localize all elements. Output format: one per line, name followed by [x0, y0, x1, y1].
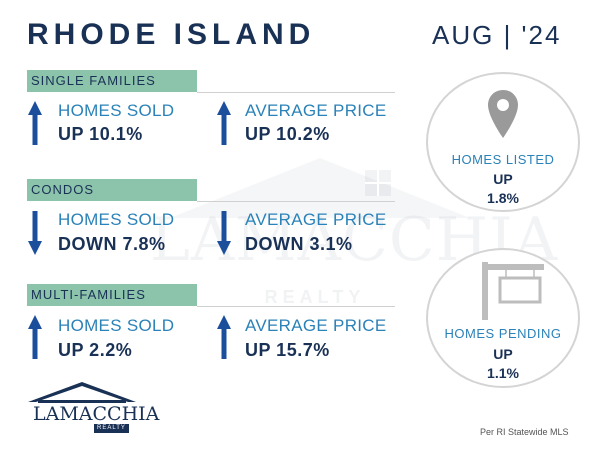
homes-pending-card: HOMES PENDING UP 1.1% [426, 248, 580, 388]
source-note: Per RI Statewide MLS [480, 427, 569, 437]
metric-label: HOMES SOLD [58, 210, 175, 229]
page-title: RHODE ISLAND [27, 18, 316, 51]
down-arrow-icon [217, 211, 231, 255]
watermark-house-icon [170, 158, 470, 218]
metric-value: UP 2.2% [58, 340, 133, 360]
report-date: AUG | '24 [432, 20, 562, 50]
logo-sub: REALTY [94, 424, 129, 433]
up-arrow-icon [28, 101, 42, 145]
metric-value: DOWN 7.8% [58, 234, 166, 254]
section-divider [197, 306, 395, 307]
down-arrow-icon [28, 211, 42, 255]
section-condos: CONDOS [27, 179, 197, 201]
metric-value: UP 10.1% [58, 124, 143, 144]
circle-direction: UP [493, 346, 513, 362]
metric-label: AVERAGE PRICE [245, 210, 387, 229]
section-divider [197, 92, 395, 93]
section-multi-families: MULTI-FAMILIES [27, 284, 197, 306]
metric-label: HOMES SOLD [58, 316, 175, 335]
metric-value: DOWN 3.1% [245, 234, 353, 254]
up-arrow-icon [217, 315, 231, 359]
circle-percent: 1.8% [487, 190, 519, 206]
up-arrow-icon [28, 315, 42, 359]
logo-roof-icon [28, 382, 136, 403]
section-single-families: SINGLE FAMILIES [27, 70, 197, 92]
map-pin-icon [488, 90, 518, 138]
homes-listed-card: HOMES LISTED UP 1.8% [426, 72, 580, 212]
metric-label: HOMES SOLD [58, 101, 175, 120]
circle-label: HOMES LISTED [451, 152, 555, 167]
metric-label: AVERAGE PRICE [245, 101, 387, 120]
metric-value: UP 10.2% [245, 124, 330, 144]
watermark-sub: REALTY [264, 287, 366, 307]
sign-post-icon [482, 262, 544, 320]
logo-brand: LAMACCHIA [33, 403, 160, 425]
up-arrow-icon [217, 101, 231, 145]
metric-label: AVERAGE PRICE [245, 316, 387, 335]
circle-label: HOMES PENDING [444, 326, 562, 341]
circle-percent: 1.1% [487, 365, 519, 381]
circle-direction: UP [493, 171, 513, 187]
section-divider [197, 201, 395, 202]
metric-value: UP 15.7% [245, 340, 330, 360]
